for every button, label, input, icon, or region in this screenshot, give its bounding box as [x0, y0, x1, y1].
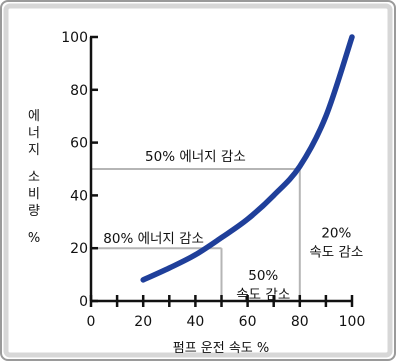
x-tick-label-20: 20 [134, 314, 152, 330]
x-axis-label: 펌프 운전 속도 % [173, 341, 270, 356]
y-axis-label-char-0: 에 [28, 109, 40, 124]
y-axis-label-char-1: 너 [28, 126, 40, 141]
energy-curve [140, 34, 355, 283]
y-tick-label-40: 40 [70, 188, 88, 204]
y-axis-label-char-2: 지 [28, 143, 40, 158]
chart-plot: 0 20 40 60 80 100 0 20 40 60 80 100 50% 에너지 감소 80% 에너… [28, 30, 366, 356]
y-axis-label-char-6: 량 [28, 204, 40, 219]
x-tick-label-0: 0 [87, 314, 96, 330]
annotation-2-line-1: 속도 감소 [236, 287, 290, 303]
y-axis-label-char-8: % [28, 231, 40, 246]
annotation-0-line-0: 50% 에너지 감소 [145, 149, 246, 165]
x-tick-label-100: 100 [339, 314, 366, 330]
y-axis-label-char-4: 소 [28, 170, 40, 185]
y-tick-label-60: 60 [70, 136, 88, 152]
x-tick-label-60: 60 [239, 314, 257, 330]
frame-inner [3, 3, 393, 358]
x-tick-label-40: 40 [186, 314, 204, 330]
annotation-2-line-0: 50% [248, 268, 278, 284]
annotation-3-line-1: 속도 감소 [309, 245, 363, 261]
y-tick-label-100: 100 [61, 30, 88, 46]
y-tick-label-0: 0 [79, 294, 88, 310]
y-tick-label-80: 80 [70, 83, 88, 99]
y-axis-label-char-5: 비 [28, 187, 40, 202]
annotation-1-line-0: 80% 에너지 감소 [103, 231, 204, 247]
annotation-3-line-0: 20% [321, 226, 351, 242]
y-tick-label-20: 20 [70, 241, 88, 257]
x-tick-label-80: 80 [291, 314, 309, 330]
